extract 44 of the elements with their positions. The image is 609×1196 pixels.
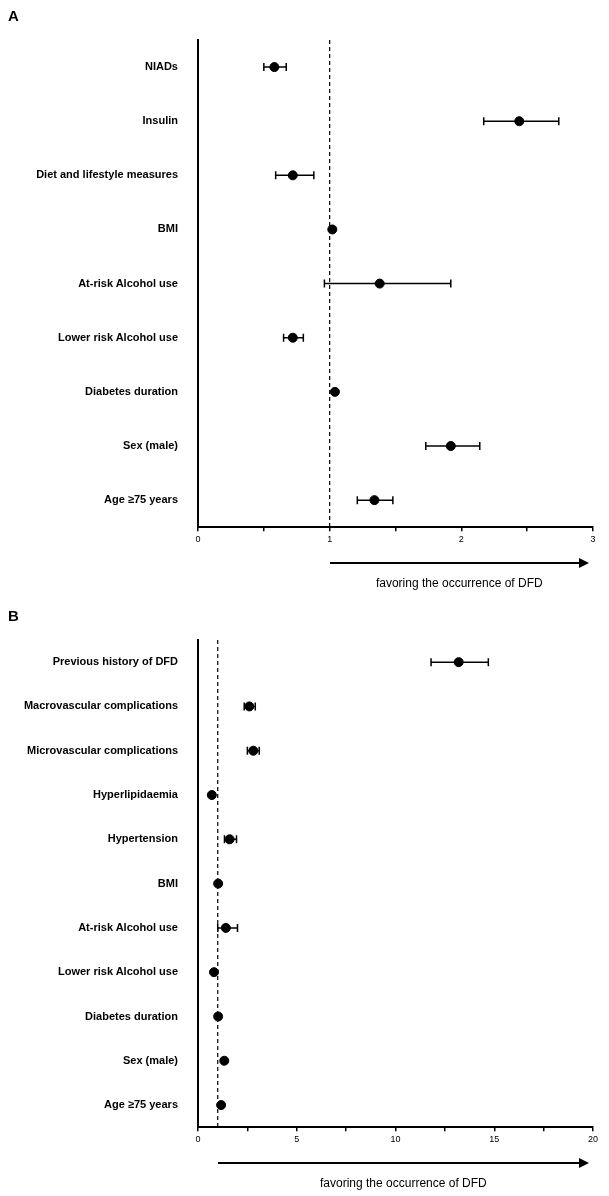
- point: [213, 878, 224, 889]
- y-tick-label: At-risk Alcohol use: [78, 920, 178, 933]
- y-tick-label: BMI: [157, 222, 178, 235]
- y-tick-label: Lower risk Alcohol use: [57, 330, 178, 343]
- x-tick-label: 5: [294, 1134, 300, 1145]
- y-tick-label: Age ≥75 years: [104, 493, 178, 506]
- text: A: [8, 7, 19, 25]
- y-tick-label: Hyperlipidaemia: [93, 788, 179, 801]
- x-tick-label: 1: [327, 534, 333, 545]
- point: [216, 1100, 227, 1111]
- x-tick-label: 20: [587, 1134, 599, 1145]
- y-tick-label: Age ≥75 years: [104, 1098, 178, 1111]
- x-tick-label: 10: [390, 1134, 401, 1145]
- point: [287, 332, 298, 343]
- point: [374, 278, 385, 289]
- y-tick-label: At-risk Alcohol use: [78, 276, 178, 289]
- y-tick-label: Lower risk Alcohol use: [57, 965, 178, 978]
- x-tick-label: 3: [590, 534, 596, 545]
- x-tick-label: 0: [195, 534, 201, 545]
- y-tick-label: Diet and lifestyle measures: [36, 168, 178, 181]
- x-tick-label: 2: [458, 534, 464, 545]
- y-tick-label: Sex (male): [122, 1053, 179, 1066]
- y-tick-label: Sex (male): [122, 439, 179, 452]
- point: [213, 1011, 224, 1022]
- point: [219, 1055, 230, 1066]
- x-axis-title: favoring the occurrence of DFD: [374, 576, 544, 590]
- y-tick-label: Microvascular complications: [27, 743, 178, 756]
- point: [329, 386, 340, 397]
- x-tick-label: 15: [489, 1134, 500, 1145]
- y-tick-label: Macrovascular complications: [23, 699, 178, 712]
- y-tick-label: Hypertension: [107, 832, 179, 845]
- point: [209, 967, 219, 978]
- y-tick-label: Diabetes duration: [85, 384, 179, 397]
- point: [206, 790, 217, 801]
- y-tick-label: NIADs: [144, 60, 178, 73]
- x-axis-title: favoring the occurrence of DFD: [319, 1176, 488, 1190]
- point: [327, 224, 338, 235]
- y-tick-label: Insulin: [142, 114, 179, 127]
- y-tick-label: Diabetes duration: [85, 1009, 179, 1022]
- point: [287, 170, 298, 181]
- y-tick-label: BMI: [157, 876, 178, 889]
- text: B: [8, 607, 19, 625]
- x-tick-label: 0: [195, 1134, 201, 1145]
- y-tick-label: Previous history of DFD: [52, 655, 179, 668]
